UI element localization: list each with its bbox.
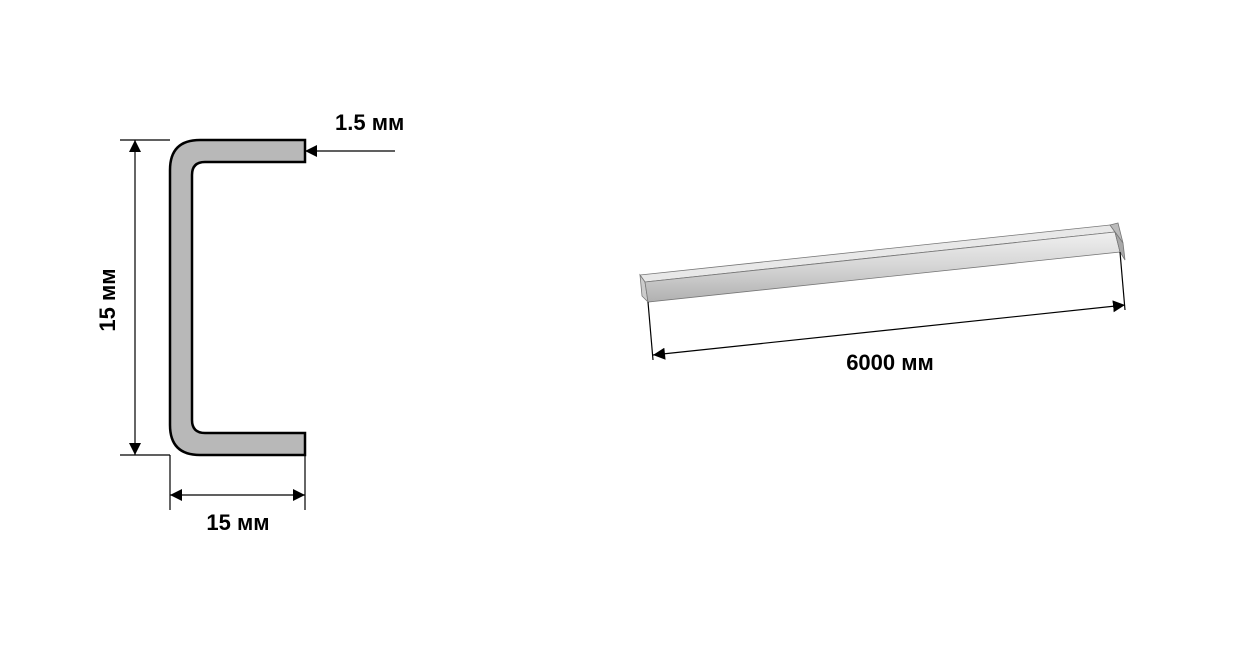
thickness-label: 1.5 мм [335,110,404,135]
height-label: 15 мм [95,268,120,331]
length-view-group: 6000 мм [640,223,1125,375]
technical-diagram: 15 мм 15 мм 1.5 мм [0,0,1240,660]
cross-section-group: 15 мм 15 мм 1.5 мм [95,110,404,535]
thickness-dimension: 1.5 мм [305,110,404,151]
length-label: 6000 мм [846,350,934,375]
height-dimension: 15 мм [95,140,170,455]
long-bar [640,223,1125,302]
width-label: 15 мм [206,510,269,535]
width-dimension: 15 мм [170,455,305,535]
c-profile-shape [170,140,305,455]
